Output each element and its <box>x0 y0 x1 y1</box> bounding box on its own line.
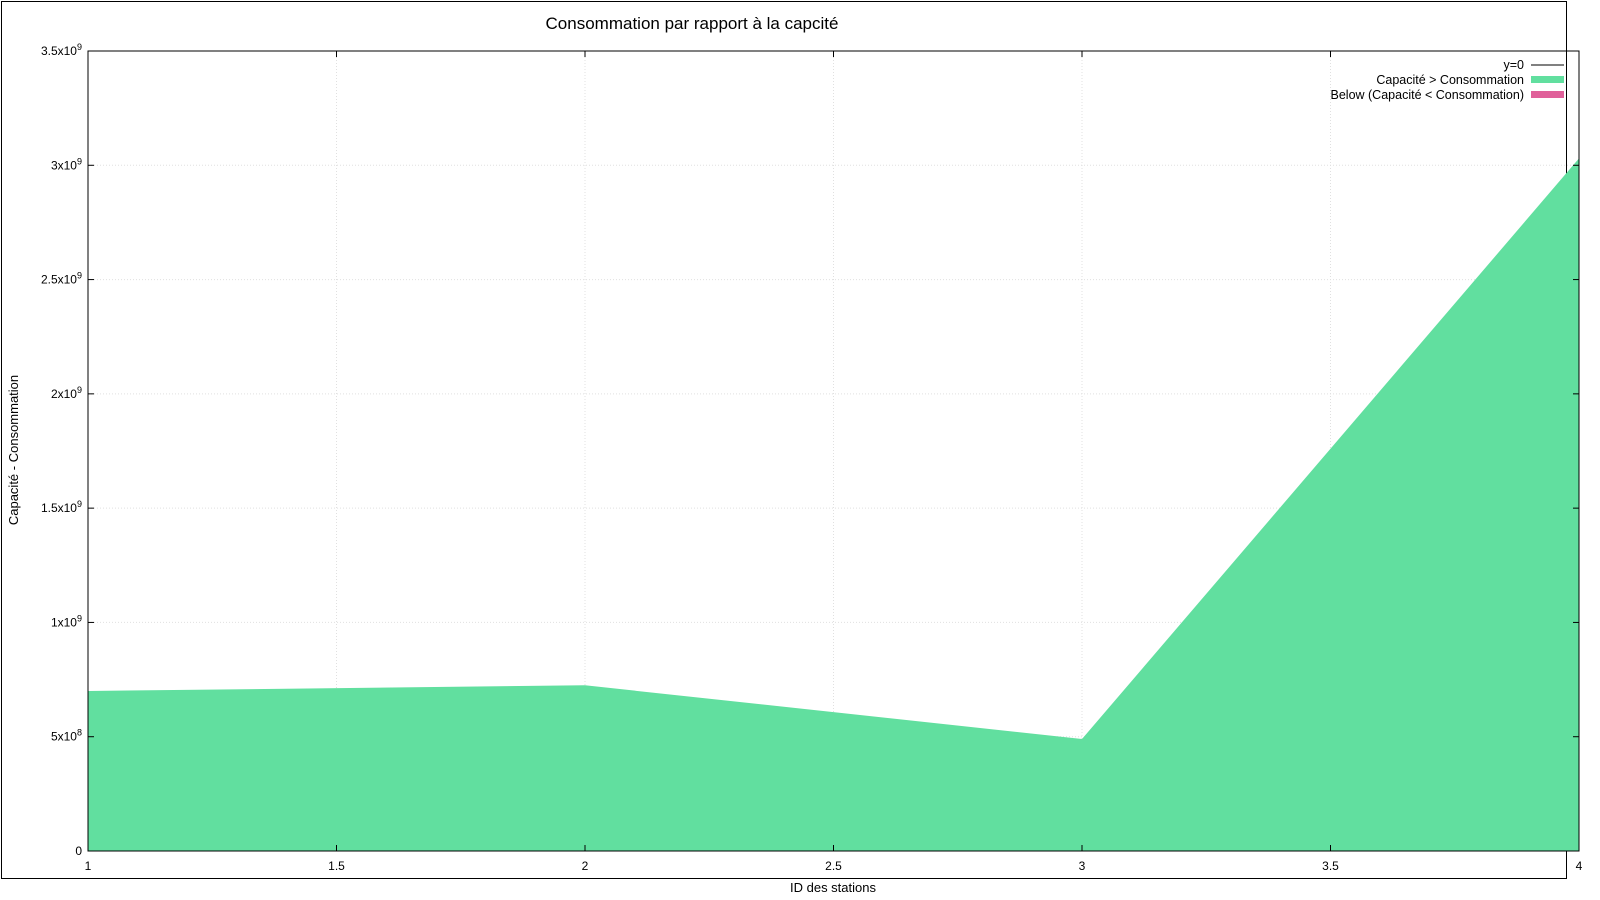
y-tick-label: 2x109 <box>51 385 82 401</box>
legend-label: Capacité > Consommation <box>1376 73 1524 87</box>
y-axis-label: Capacité - Consommation <box>6 375 21 525</box>
y-tick-label: 5x108 <box>51 728 82 744</box>
y-tick-labels: 0 5x108 1x109 1.5x109 2x109 2.5x109 3x109 3.5x1… <box>41 42 82 858</box>
area-capacite-consommation <box>88 158 1579 851</box>
legend-swatch <box>1531 76 1564 83</box>
y-tick-label: 3.5x109 <box>41 42 82 58</box>
x-tick-label: 2.5 <box>825 859 842 873</box>
y-tick-label: 1.5x109 <box>41 499 82 515</box>
y-tick-label: 2.5x109 <box>41 271 82 287</box>
axis-ticks <box>87 50 1580 852</box>
x-axis-label: ID des stations <box>790 880 876 895</box>
x-tick-label: 3 <box>1079 859 1086 873</box>
x-tick-label: 3.5 <box>1322 859 1339 873</box>
x-tick-label: 2 <box>582 859 589 873</box>
x-tick-label: 1.5 <box>328 859 345 873</box>
legend-label: y=0 <box>1503 58 1524 72</box>
legend-label: Below (Capacité < Consommation) <box>1331 88 1525 102</box>
x-tick-labels: 1 1.5 2 2.5 3 3.5 4 <box>85 859 1583 873</box>
y-tick-label: 3x109 <box>51 156 82 172</box>
y-tick-label: 0 <box>75 844 82 858</box>
y-tick-label: 1x109 <box>51 613 82 629</box>
x-tick-label: 1 <box>85 859 92 873</box>
x-tick-label: 4 <box>1576 859 1583 873</box>
legend-swatch <box>1531 91 1564 98</box>
area-series <box>88 158 1579 851</box>
chart-title: Consommation par rapport à la capcité <box>546 14 839 33</box>
